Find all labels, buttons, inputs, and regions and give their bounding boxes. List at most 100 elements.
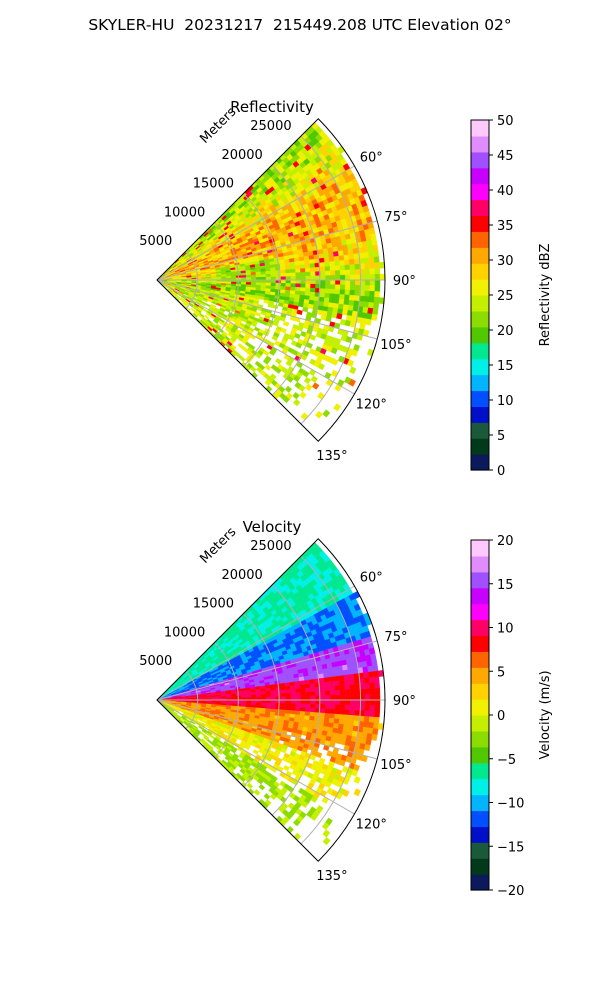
colorbar-segment xyxy=(471,683,489,692)
colorbar-segment xyxy=(471,446,489,455)
colorbar-tick-label: 40 xyxy=(497,184,514,199)
colorbar-segment xyxy=(471,438,489,447)
colorbar-segment xyxy=(471,454,489,463)
colorbar-segment xyxy=(471,571,489,581)
colorbar-segment xyxy=(471,738,489,748)
azimuth-spoke xyxy=(156,640,378,701)
colorbar-segment xyxy=(471,595,489,605)
colorbar-segment xyxy=(471,430,489,439)
velocity-colorbar: −20 −15 −10 −5 0 5 10 15 20 Velocity (m/s) xyxy=(470,534,553,899)
range-tick-label: 10000 xyxy=(164,625,205,640)
colorbar-tick-label: 35 xyxy=(497,219,514,234)
colorbar-segment xyxy=(471,746,489,756)
colorbar-tick-label: 0 xyxy=(497,709,505,724)
colorbar-tick-label: −5 xyxy=(497,753,516,768)
colorbar-segment xyxy=(471,151,489,161)
colorbar-segment xyxy=(471,127,489,137)
colorbar-segment xyxy=(471,547,489,557)
colorbar-segment xyxy=(471,802,489,812)
theta-tick-label: 90° xyxy=(393,274,416,289)
theta-tick-label: 105° xyxy=(380,338,411,353)
colorbar-segment xyxy=(471,215,489,225)
colorbar-segment xyxy=(471,603,489,613)
colorbar-label: Reflectivity dBZ xyxy=(538,244,553,347)
colorbar-segment xyxy=(471,358,489,368)
colorbar-segment xyxy=(471,326,489,336)
colorbar-segment xyxy=(471,143,489,153)
colorbar-segment xyxy=(471,295,489,304)
theta-tick-label: 120° xyxy=(356,818,387,833)
colorbar-segment xyxy=(471,786,489,796)
colorbar-segment xyxy=(471,334,489,344)
colorbar-segment xyxy=(471,366,489,376)
colorbar-segment xyxy=(471,350,489,360)
colorbar-segment xyxy=(471,874,489,883)
theta-tick-label: 105° xyxy=(380,758,411,773)
field-cells xyxy=(156,122,386,421)
colorbar-tick-label: 15 xyxy=(497,359,514,374)
theta-tick-label: 135° xyxy=(316,449,347,464)
colorbar-tick-label: 10 xyxy=(497,622,514,637)
theta-tick-label: 75° xyxy=(384,210,407,225)
colorbar-segment xyxy=(471,722,489,732)
reflectivity-sector: 60° 75° 90° 105° 120° 135° 5000 10000 15000 20000… xyxy=(139,104,416,463)
colorbar-segment xyxy=(471,374,489,384)
colorbar-segment xyxy=(471,715,489,724)
colorbar-segment xyxy=(471,287,489,296)
theta-tick-label: 75° xyxy=(384,630,407,645)
colorbar-segment xyxy=(471,159,489,169)
colorbar-segment xyxy=(471,563,489,573)
colorbar-segment xyxy=(471,818,489,827)
colorbar-segment xyxy=(471,667,489,676)
theta-tick-label: 135° xyxy=(316,869,347,884)
colorbar-tick-label: −20 xyxy=(497,884,524,899)
colorbar-segment xyxy=(471,691,489,700)
colorbar-segment xyxy=(471,390,489,400)
colorbar-segment xyxy=(471,866,489,875)
colorbar-segment xyxy=(471,834,489,843)
colorbar-tick-label: 20 xyxy=(497,324,514,339)
colorbar-tick-label: 15 xyxy=(497,578,514,593)
reflectivity-colorbar: 0 5 10 15 20 25 30 35 40 45 50 Reflectivity dBZ xyxy=(470,114,553,479)
colorbar-segment xyxy=(471,627,489,637)
colorbar-tick-label: 50 xyxy=(497,114,514,129)
colorbar-segment xyxy=(471,555,489,565)
colorbar-segment xyxy=(471,191,489,201)
colorbar-segment xyxy=(471,414,489,423)
colorbar-segment xyxy=(471,167,489,177)
azimuth-spoke xyxy=(156,699,355,815)
colorbar-segment xyxy=(471,675,489,684)
colorbar-segment xyxy=(471,398,489,407)
colorbar-segment xyxy=(471,659,489,668)
sector-outline xyxy=(156,118,386,442)
sector-outline xyxy=(156,538,386,862)
colorbar-segment xyxy=(471,175,489,185)
colorbar-tick-label: 20 xyxy=(497,534,514,549)
colorbar-tick-label: 10 xyxy=(497,394,514,409)
reflectivity-panel: Reflectivity 60° 75° 90° 105° 120° 135° 5000 10… xyxy=(139,98,553,479)
colorbar-segment xyxy=(471,770,489,780)
colorbar-segment xyxy=(471,754,489,764)
colorbar-segment xyxy=(471,730,489,740)
velocity-panel: Velocity 60° 75° 90° 105° 120° 135° 5000 10000 1… xyxy=(139,518,553,899)
colorbar-segment xyxy=(471,699,489,708)
colorbar-segment xyxy=(471,619,489,629)
colorbar-segment xyxy=(471,850,489,859)
colorbar-segment xyxy=(471,120,489,129)
colorbar-tick-label: 45 xyxy=(497,149,514,164)
colorbar-segment xyxy=(471,778,489,788)
colorbar-segment xyxy=(471,239,489,248)
range-axis-label: Meters xyxy=(197,104,239,146)
azimuth-spoke xyxy=(156,699,378,760)
colorbar-segment xyxy=(471,587,489,597)
colorbar-segment xyxy=(471,207,489,217)
colorbar-tick-label: −15 xyxy=(497,840,524,855)
theta-tick-label: 90° xyxy=(393,694,416,709)
colorbar-segment xyxy=(471,643,489,652)
colorbar-tick-label: −10 xyxy=(497,797,524,812)
colorbar-segment xyxy=(471,255,489,264)
colorbar-segment xyxy=(471,247,489,256)
range-tick-label: 10000 xyxy=(164,205,205,220)
azimuth-spoke xyxy=(156,279,355,395)
colorbar-segment xyxy=(471,310,489,320)
